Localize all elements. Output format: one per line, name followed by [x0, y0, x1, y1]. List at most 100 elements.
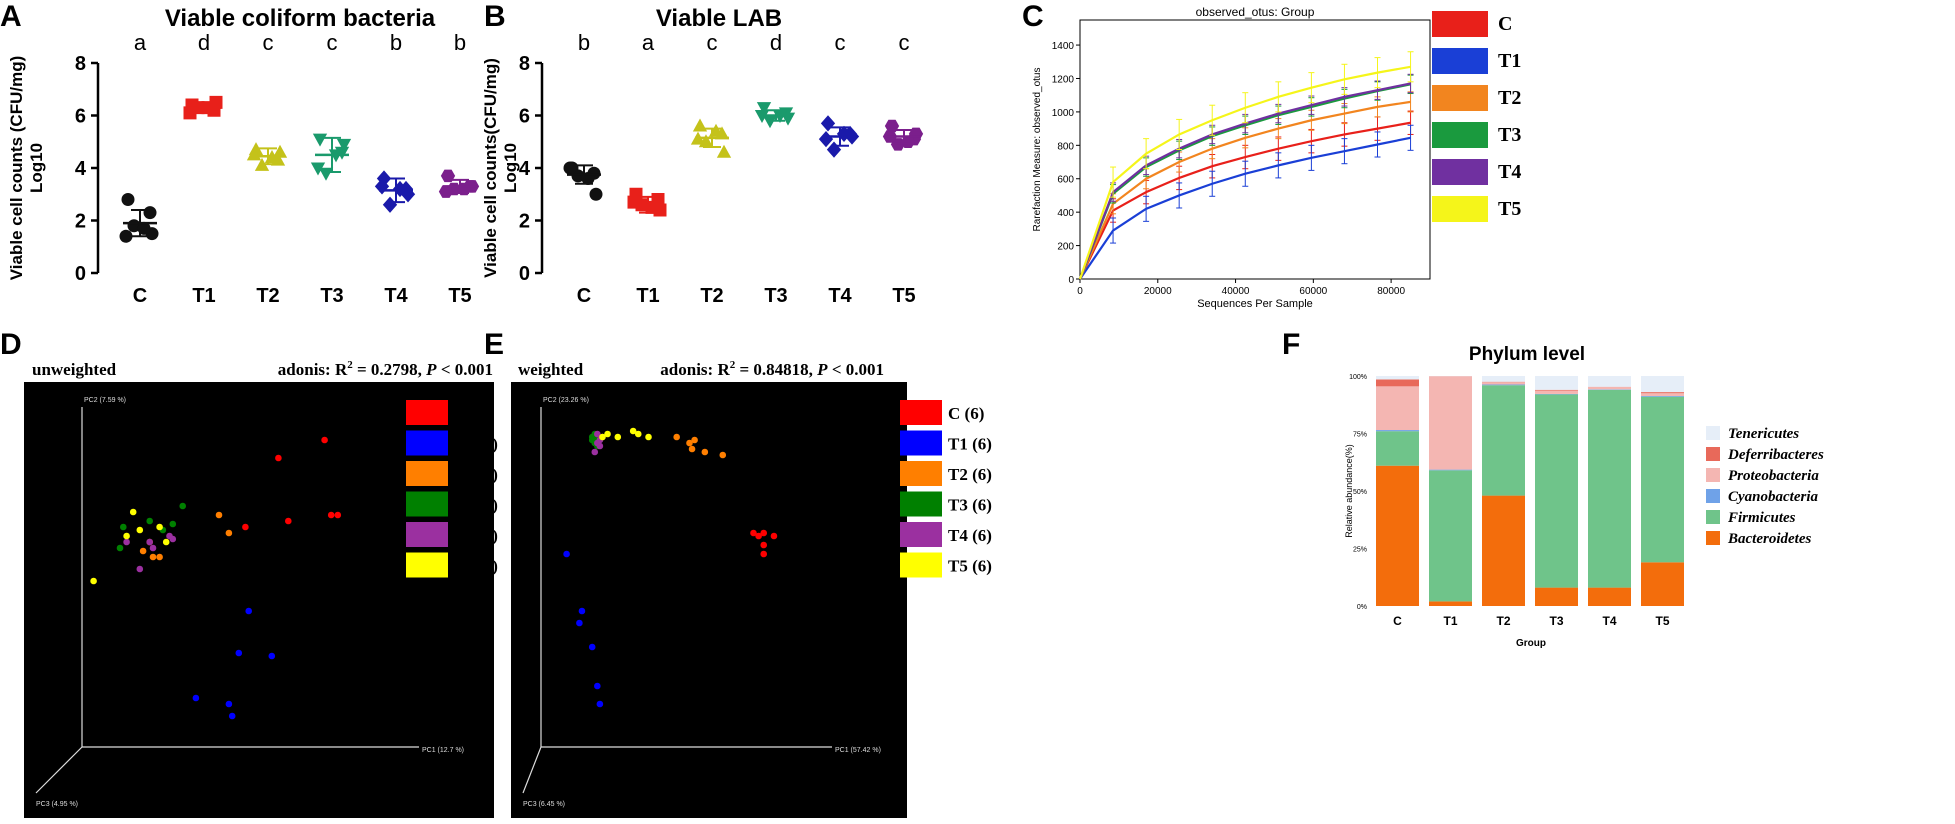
significance-letter: c: [707, 30, 718, 55]
legend-swatch: [1432, 122, 1488, 148]
y-tick-label: 2: [519, 211, 530, 233]
sample-point-c: [275, 454, 282, 462]
data-point: [627, 195, 641, 209]
legend-swatch: [1432, 11, 1488, 37]
data-point: [820, 115, 836, 132]
y-tick-label: 25%: [1353, 547, 1367, 554]
data-point: [119, 229, 133, 243]
bar-segment-firmicutes: [1535, 394, 1578, 588]
sample-point-t1: [235, 649, 243, 657]
data-point: [183, 106, 197, 120]
legend-swatch: [1706, 447, 1720, 461]
sample-point-t2: [673, 433, 680, 441]
bar-segment-deferribacteres: [1376, 379, 1419, 387]
r-squared-exponent: 2: [730, 359, 736, 371]
y-tick-label: 1400: [1052, 41, 1075, 52]
sample-point-t1: [596, 700, 604, 708]
sample-point-t1: [192, 694, 200, 702]
significance-letter: c: [835, 30, 846, 55]
bar-segment-proteobacteria: [1429, 376, 1472, 470]
data-point: [382, 196, 398, 213]
chart-a-viable-coliform: Viable coliform bacteria Viable cell coun…: [7, 5, 480, 307]
y-tick-label: 2: [75, 211, 86, 233]
y-tick-label: 600: [1057, 175, 1074, 186]
bar-segment-firmicutes: [1588, 389, 1631, 588]
legend-label: T4: [1498, 161, 1521, 183]
plot-frame: [1079, 19, 1431, 280]
legend-swatch: [1706, 510, 1720, 524]
x-tick-label: 60000: [1299, 286, 1327, 297]
legend-label: T3: [1498, 124, 1521, 146]
legend-label: Deferribacteres: [1727, 447, 1824, 463]
data-point: [756, 102, 772, 116]
x-tick-label: T1: [1443, 614, 1457, 628]
p-label: P: [425, 360, 437, 379]
x-tick-label: T2: [1496, 614, 1510, 628]
sample-point-t3: [169, 520, 177, 528]
pc3-axis: [522, 746, 542, 794]
y-tick-label: 6: [519, 106, 530, 128]
data-point: [376, 170, 392, 187]
sample-point-t5: [123, 532, 130, 540]
legend-swatch: [406, 522, 448, 547]
sample-point-c: [750, 529, 757, 537]
panel-letter-d: D: [0, 328, 22, 361]
chart-e-pcoa-weighted: weighted adonis: R2 = 0.84818, P < 0.001P…: [511, 359, 992, 818]
bar-segment-cyanobacteria: [1429, 469, 1472, 471]
bar-segment-bacteroidetes: [1429, 601, 1472, 606]
legend-swatch: [406, 552, 448, 578]
pc3-label: PC3 (4.95 %): [36, 801, 78, 808]
sample-point-t5: [604, 430, 611, 438]
sample-point-t1: [228, 712, 236, 720]
y-axis-title: Viable cell counts (CFU/mg): [7, 56, 26, 281]
bar-segment-bacteroidetes: [1535, 587, 1578, 606]
legend-label: T2 (6): [454, 465, 498, 484]
pc2-label: PC2 (23.26 %): [543, 397, 589, 404]
x-tick-label: T3: [320, 285, 343, 307]
x-tick-label: T3: [764, 285, 787, 307]
data-point: [272, 144, 288, 158]
x-tick-label: T5: [448, 285, 471, 307]
data-point: [716, 144, 732, 158]
pcoa-canvas: [511, 382, 907, 818]
sample-point-t5: [614, 433, 622, 441]
y-tick-label: 4: [519, 158, 531, 180]
x-tick-label: T2: [700, 285, 723, 307]
bar-segment-bacteroidetes: [1588, 587, 1631, 606]
x-tick-label: 0: [1077, 286, 1083, 297]
y-tick-label: 1200: [1052, 74, 1075, 85]
data-point: [563, 161, 577, 175]
data-point: [336, 138, 352, 152]
legend-swatch: [1706, 531, 1720, 545]
y-tick-label: 0: [1068, 275, 1074, 286]
bar-segment-bacteroidetes: [1376, 465, 1419, 606]
bar-segment-proteobacteria: [1535, 390, 1578, 394]
legend-swatch: [1706, 468, 1720, 482]
legend-swatch: [900, 552, 942, 578]
p-value: < 0.001: [437, 360, 493, 379]
x-tick-label: C: [577, 285, 591, 307]
sample-point-t4: [596, 442, 604, 450]
sample-point-t2: [156, 553, 163, 561]
sample-point-c: [760, 550, 768, 558]
chart-title: Phylum level: [1469, 344, 1585, 365]
legend-label: T4 (6): [948, 526, 992, 545]
sample-point-t2: [215, 511, 223, 519]
x-tick-label: T5: [1655, 614, 1669, 628]
adonis-statistic: adonis: R2 = 0.84818, P < 0.001: [660, 359, 884, 379]
x-tick-label: C: [1393, 614, 1402, 628]
chart-f-phylum-level: Phylum level 0% 25% 50% 75% 100% Relative abun…: [1344, 344, 1824, 649]
sample-point-t1: [268, 652, 276, 660]
sample-point-t1: [594, 682, 601, 690]
bar-segment-cyanobacteria: [1376, 430, 1419, 432]
data-point: [310, 162, 326, 176]
sample-point-t2: [149, 553, 157, 561]
data-point: [836, 125, 852, 142]
y-axis-title-log: Log10: [27, 143, 46, 193]
series-line-t1: [1079, 136, 1411, 280]
legend-label: Bacteroidetes: [1727, 531, 1811, 547]
bar-segment-proteobacteria: [1376, 386, 1419, 431]
bar-segment-cyanobacteria: [1641, 396, 1684, 397]
data-point: [143, 206, 157, 220]
pc2-label: PC2 (7.59 %): [84, 397, 126, 404]
